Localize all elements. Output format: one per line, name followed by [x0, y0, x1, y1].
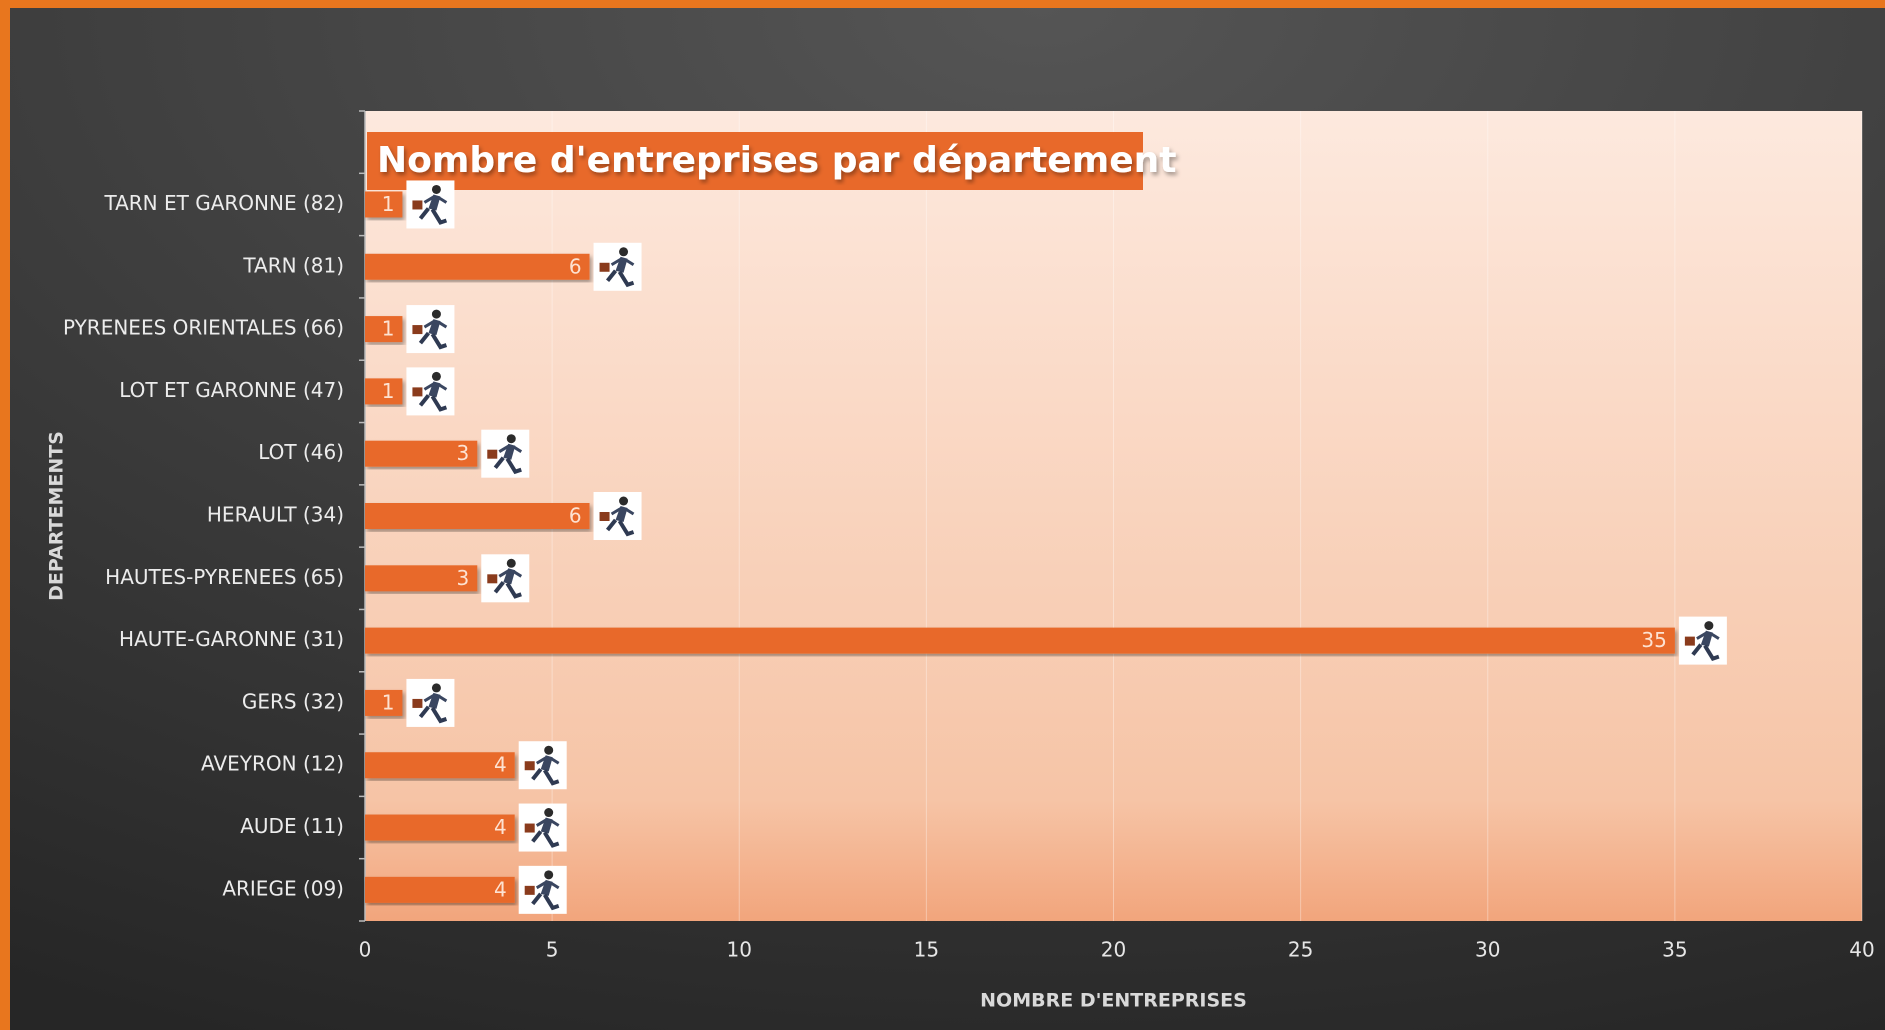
bar [365, 815, 515, 841]
data-label: 1 [382, 690, 395, 714]
data-label: 1 [382, 192, 395, 216]
bar [365, 877, 515, 903]
x-tick-label: 25 [1288, 938, 1313, 962]
y-tick-label: HAUTE-GARONNE (31) [119, 627, 344, 651]
data-label: 35 [1641, 628, 1666, 652]
y-tick-label: GERS (32) [242, 689, 344, 713]
runner-icon [519, 866, 567, 914]
chart: 0 5 10 15 20 25 30 35 40 Nombre d'entreprises par… [0, 0, 1885, 1030]
runner-icon [519, 804, 567, 852]
x-tick-label: 20 [1101, 938, 1126, 962]
x-axis-title: NOMBRE D'ENTREPRISES [980, 990, 1247, 1012]
runner-icon [406, 180, 454, 228]
y-tick-label: LOT ET GARONNE (47) [119, 378, 344, 402]
runner-icon [406, 305, 454, 353]
data-label: 1 [382, 379, 395, 403]
bar [365, 254, 590, 280]
runner-icon [594, 492, 642, 540]
bar [365, 752, 515, 778]
x-tick-label: 10 [727, 938, 752, 962]
data-label: 4 [494, 753, 507, 777]
data-label: 4 [494, 877, 507, 901]
x-tick-label: 40 [1849, 938, 1874, 962]
runner-icon [519, 741, 567, 789]
x-tick-label: 5 [546, 938, 559, 962]
x-tick-label: 0 [359, 938, 372, 962]
data-label: 3 [457, 566, 470, 590]
x-tick-label: 15 [914, 938, 939, 962]
x-tick-label: 35 [1662, 938, 1687, 962]
y-tick-label: ARIEGE (09) [222, 876, 344, 900]
runner-icon [481, 430, 529, 478]
x-tick-label: 30 [1475, 938, 1500, 962]
data-label: 1 [382, 317, 395, 341]
y-tick-label: AVEYRON (12) [201, 752, 344, 776]
runner-icon [406, 367, 454, 415]
data-label: 6 [569, 254, 582, 278]
runner-icon [594, 243, 642, 291]
y-tick-label: AUDE (11) [240, 814, 344, 838]
bar [365, 628, 1675, 654]
bar [365, 503, 590, 529]
data-label: 3 [457, 441, 470, 465]
data-label: 4 [494, 815, 507, 839]
y-tick-label: TARN ET GARONNE (82) [103, 191, 344, 215]
chart-title: Nombre d'entreprises par département [377, 140, 1176, 181]
runner-icon [406, 679, 454, 727]
y-tick-label: LOT (46) [258, 440, 344, 464]
y-axis-title: DEPARTEMENTS [46, 431, 68, 601]
y-tick-label: HAUTES-PYRENEES (65) [105, 565, 344, 589]
runner-icon [1679, 617, 1727, 665]
y-tick-label: TARN (81) [242, 253, 344, 277]
runner-icon [481, 554, 529, 602]
y-tick-label: PYRENEES ORIENTALES (66) [63, 316, 344, 340]
data-label: 6 [569, 504, 582, 528]
y-tick-label: HERAULT (34) [207, 503, 344, 527]
page: {"chart_data": {"type": "hbar", "title":… [0, 0, 1885, 1030]
